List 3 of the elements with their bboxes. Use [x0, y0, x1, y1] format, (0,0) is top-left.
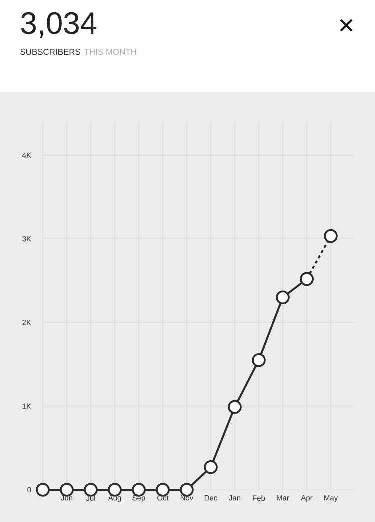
chart-title: 3,034 [21, 12, 97, 38]
chart-subtitle: SUBSCRIBERS [20, 49, 81, 56]
text: THIS MONTH [84, 49, 136, 56]
